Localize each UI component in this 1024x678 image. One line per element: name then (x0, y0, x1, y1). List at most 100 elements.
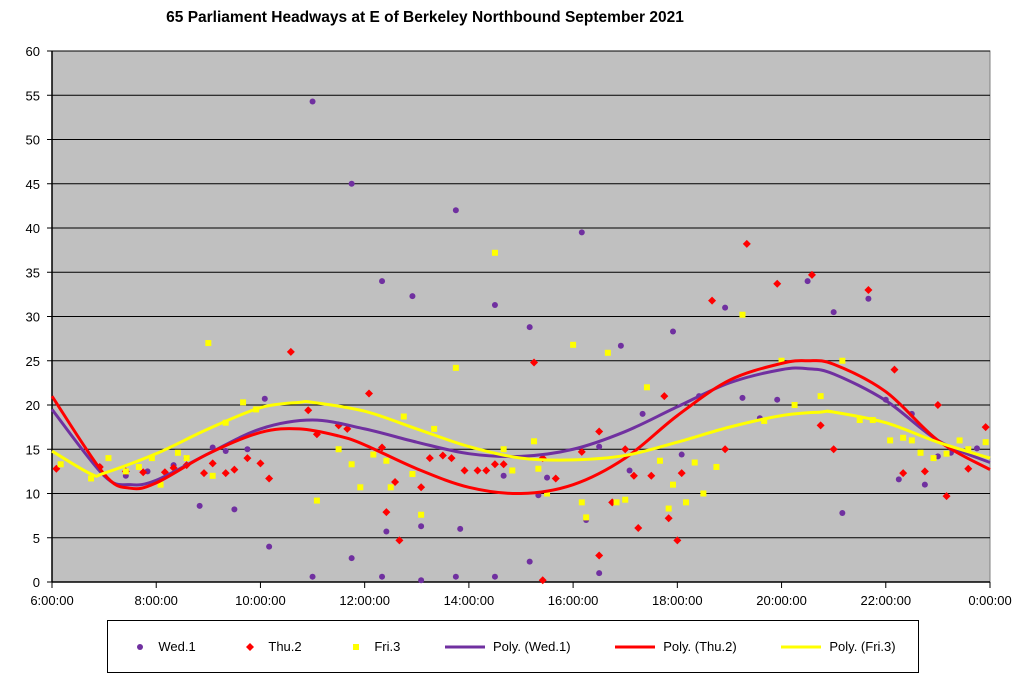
x-tick-label: 6:00:00 (30, 593, 73, 608)
data-point (761, 417, 768, 424)
data-point (391, 477, 400, 486)
data-point (348, 180, 355, 187)
y-tick-label: 40 (26, 221, 40, 236)
x-tick-label: 20:00:00 (756, 593, 807, 608)
data-point (499, 460, 508, 469)
data-point (578, 229, 585, 236)
data-point (304, 406, 313, 415)
data-point (196, 502, 203, 509)
data-point (629, 471, 638, 480)
data-point (452, 207, 459, 214)
data-point (739, 394, 746, 401)
data-point (856, 417, 863, 424)
y-tick-label: 35 (26, 265, 40, 280)
legend: Wed.1 Thu.2 Fri.3 Poly. (Wed.1) Poly. (Thu.2… (107, 620, 919, 673)
data-point (921, 481, 928, 488)
data-point (933, 401, 942, 409)
data-point (551, 474, 560, 483)
data-point (578, 499, 585, 506)
data-point (122, 468, 129, 475)
legend-label: Fri.3 (374, 639, 401, 654)
data-point (473, 466, 482, 475)
legend-swatch (445, 645, 485, 648)
trendline-poly-wed-1 (50, 366, 991, 487)
data-point (222, 448, 229, 455)
legend-swatch (615, 645, 656, 648)
data-point (596, 443, 603, 450)
data-point (452, 364, 459, 371)
data-point (438, 451, 447, 460)
legend-item: Fri.3 (346, 639, 400, 654)
data-point (774, 396, 781, 403)
data-point (956, 437, 963, 444)
x-tick-label: 14:00:00 (444, 593, 495, 608)
y-tick-label: 15 (26, 442, 40, 457)
data-point (256, 459, 265, 468)
data-point (538, 576, 547, 585)
y-tick-label: 30 (26, 310, 40, 325)
data-point (664, 514, 673, 523)
data-point (804, 278, 811, 285)
data-point (917, 449, 924, 456)
legend-label: Poly. (Fri.3) (829, 639, 896, 654)
trendline-poly-fri-3 (51, 399, 991, 478)
data-point (595, 427, 604, 436)
x-tick-label: 12:00:00 (339, 593, 390, 608)
data-point (266, 543, 273, 550)
legend-item: Thu.2 (240, 639, 302, 654)
x-tick-label: 0:00:00 (968, 593, 1011, 608)
x-tick-label: 16:00:00 (548, 593, 599, 608)
legend-label: Poly. (Thu.2) (663, 639, 737, 654)
data-point (387, 484, 394, 491)
y-tick-label: 10 (26, 487, 40, 502)
data-point (683, 499, 690, 506)
data-point (839, 509, 846, 516)
data-point (807, 270, 816, 279)
data-point (965, 446, 972, 453)
data-point (943, 450, 950, 457)
data-point (839, 357, 846, 364)
data-point (700, 490, 707, 497)
data-point (817, 393, 824, 400)
trendline-poly-thu-2 (50, 359, 991, 496)
data-point (742, 239, 751, 248)
data-point (357, 484, 364, 491)
data-point (530, 358, 539, 367)
data-point (309, 573, 316, 580)
data-point (920, 467, 929, 476)
data-point (452, 573, 459, 580)
data-point (691, 459, 698, 466)
data-point (199, 469, 208, 478)
data-point (243, 454, 252, 463)
data-point (491, 301, 498, 308)
data-point (656, 457, 663, 464)
legend-swatch (246, 642, 255, 651)
data-point (205, 340, 212, 347)
data-point (174, 449, 181, 456)
data-point (400, 413, 407, 420)
data-point (930, 455, 937, 462)
data-point (626, 467, 633, 474)
data-point (490, 460, 499, 469)
data-point (678, 451, 685, 458)
series-wed-1 (96, 98, 980, 584)
legend-label: Thu.2 (268, 639, 302, 654)
data-point (183, 455, 190, 462)
data-point (739, 311, 746, 318)
data-point (613, 499, 620, 506)
data-point (348, 555, 355, 562)
data-point (621, 445, 630, 454)
data-point (382, 508, 391, 517)
data-point (231, 506, 238, 513)
legend-label: Wed.1 (158, 639, 196, 654)
data-point (596, 570, 603, 577)
data-point (622, 496, 629, 503)
data-point (383, 457, 390, 464)
data-point (209, 472, 216, 479)
data-point (526, 558, 533, 565)
data-point (139, 468, 148, 477)
data-point (230, 465, 239, 474)
data-point (244, 446, 251, 453)
data-point (887, 437, 894, 444)
data-point (665, 505, 672, 512)
